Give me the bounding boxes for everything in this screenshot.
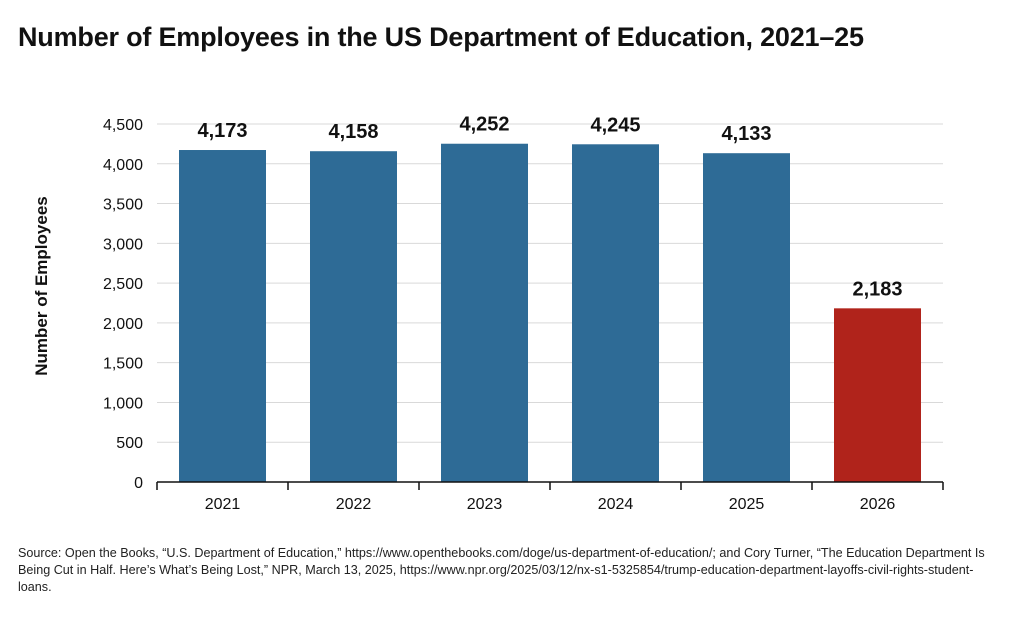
y-axis-title: Number of Employees	[32, 196, 51, 376]
x-tick-label: 2022	[336, 496, 372, 513]
y-tick-label: 3,000	[103, 236, 143, 253]
data-label-2023: 4,252	[459, 114, 509, 136]
bar-2021	[179, 150, 266, 483]
data-label-2022: 4,158	[328, 121, 378, 143]
y-tick-label: 1,500	[103, 356, 143, 373]
y-tick-label: 2,500	[103, 276, 143, 293]
bar-2025	[703, 153, 790, 482]
data-label-2025: 4,133	[721, 123, 771, 145]
y-tick-label: 4,500	[103, 117, 143, 134]
bar-2024	[572, 144, 659, 482]
data-label-2024: 4,245	[590, 114, 640, 136]
bar-2026	[834, 308, 921, 482]
y-tick-label: 1,000	[103, 395, 143, 412]
gridlines	[157, 123, 943, 443]
y-tick-label: 3,500	[103, 197, 143, 214]
bar-chart: 0 500 1,000 1,500 2,000 2,500 3,000 3,500 4,000 4…	[32, 114, 944, 513]
data-label-2026: 2,183	[852, 278, 902, 300]
x-tick-label: 2021	[205, 496, 241, 513]
y-tick-label: 0	[134, 475, 143, 492]
bar-2023	[441, 143, 528, 482]
y-tick-label: 4,000	[103, 157, 143, 174]
x-tick-label: 2024	[598, 496, 634, 513]
x-tick-label: 2023	[467, 496, 503, 513]
data-label-2021: 4,173	[197, 120, 247, 142]
y-tick-label: 500	[116, 435, 143, 452]
x-tick-label: 2026	[860, 496, 896, 513]
y-tick-label: 2,000	[103, 316, 143, 333]
labels: 0 500 1,000 1,500 2,000 2,500 3,000 3,500 4,000 4…	[103, 114, 903, 513]
chart-title: Number of Employees in the US Department…	[18, 22, 864, 52]
axes	[156, 481, 944, 490]
source-note: Source: Open the Books, “U.S. Department…	[18, 546, 985, 594]
bar-2022	[310, 151, 397, 482]
bars	[179, 143, 921, 483]
x-tick-label: 2025	[729, 496, 765, 513]
